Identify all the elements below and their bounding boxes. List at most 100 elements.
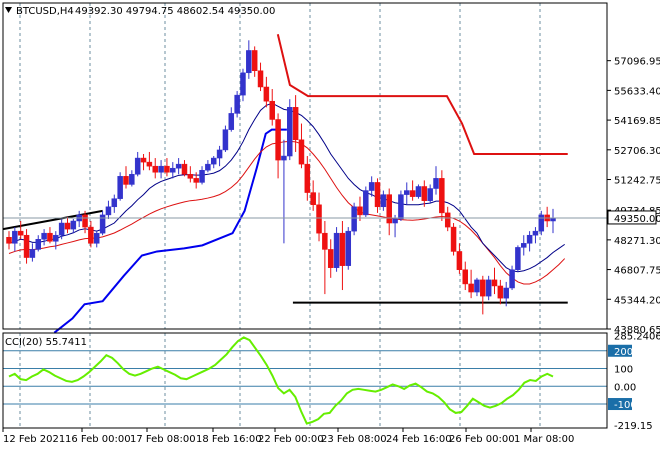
candle-body bbox=[246, 50, 252, 74]
candle-body bbox=[339, 232, 346, 266]
candle-body bbox=[351, 206, 357, 232]
candle-body bbox=[41, 232, 47, 240]
time-tick-label: 18 Feb 16:00 bbox=[196, 434, 262, 445]
price-tick-label: 51242.75 bbox=[614, 176, 660, 187]
candle-body bbox=[368, 182, 375, 191]
candle-body bbox=[503, 287, 509, 299]
candle-body bbox=[53, 234, 59, 242]
candle-body bbox=[444, 212, 451, 228]
candle-body bbox=[70, 220, 77, 230]
candle-body bbox=[58, 222, 65, 236]
candle-body bbox=[456, 251, 463, 270]
candle-body bbox=[269, 100, 275, 120]
candle-body bbox=[526, 234, 533, 244]
candle-body bbox=[409, 190, 416, 197]
blue-indicator-line bbox=[53, 128, 287, 334]
price-tick-label: 57096.95 bbox=[614, 57, 660, 68]
fast-ma-line bbox=[8, 102, 565, 273]
candle-body bbox=[292, 107, 299, 141]
candle-body bbox=[240, 72, 246, 96]
cci-title: CCI(20) 55.7411 bbox=[5, 337, 87, 348]
ohlc-readout: 49392.30 49794.75 48602.54 49350.00 bbox=[75, 6, 275, 17]
time-tick-label: 22 Feb 00:00 bbox=[258, 434, 324, 445]
current-price-label: 49350.00 bbox=[614, 214, 660, 225]
candle-body bbox=[47, 232, 53, 242]
candle-body bbox=[205, 163, 211, 171]
resistance-line bbox=[276, 33, 568, 156]
candle-body bbox=[281, 155, 287, 161]
candle-body bbox=[12, 230, 18, 244]
trendline bbox=[2, 209, 103, 231]
candle-body bbox=[93, 232, 100, 244]
cci-tick-label: 285.2406 bbox=[614, 332, 660, 343]
candle-body bbox=[439, 178, 445, 214]
price-tick-label: 48271.30 bbox=[614, 236, 660, 247]
collapse-triangle-icon[interactable] bbox=[5, 7, 12, 13]
candle-body bbox=[263, 86, 270, 102]
candle-body bbox=[199, 169, 205, 183]
cci-panel bbox=[3, 333, 607, 428]
candle-body bbox=[485, 279, 492, 297]
candle-body bbox=[497, 285, 504, 299]
chart-title: BTCUSD,H4 bbox=[16, 6, 74, 17]
candle-body bbox=[532, 230, 539, 236]
price-tick-label: 45344.20 bbox=[614, 295, 660, 306]
candle-body bbox=[6, 236, 12, 244]
cci-tick-label: 200 bbox=[614, 347, 633, 358]
candle-body bbox=[181, 163, 188, 175]
candle-body bbox=[257, 70, 264, 88]
candle-body bbox=[123, 176, 129, 185]
candle-body bbox=[538, 214, 545, 232]
candle-body bbox=[515, 247, 521, 270]
candle-body bbox=[380, 194, 387, 208]
candle-body bbox=[474, 279, 480, 293]
candle-body bbox=[99, 214, 106, 234]
main-plot-frame bbox=[2, 2, 608, 330]
candle-body bbox=[322, 232, 328, 250]
candle-body bbox=[105, 206, 112, 216]
candle-body bbox=[450, 226, 457, 252]
candle-body bbox=[175, 163, 182, 169]
candle-body bbox=[222, 129, 229, 151]
candle-body bbox=[462, 269, 469, 285]
time-tick-label: 23 Feb 08:00 bbox=[321, 434, 387, 445]
candle-body bbox=[146, 161, 153, 167]
candle-body bbox=[304, 163, 311, 193]
candle-body bbox=[158, 165, 164, 173]
cci-tick-label: -100 bbox=[614, 400, 637, 411]
candle-body bbox=[117, 176, 123, 199]
candle-body bbox=[404, 190, 410, 195]
current-price-box bbox=[607, 210, 657, 225]
cci-plot-frame bbox=[2, 332, 608, 429]
candle-body bbox=[357, 206, 363, 216]
time-tick-label: 24 Feb 16:00 bbox=[386, 434, 452, 445]
cci-level-box bbox=[608, 344, 632, 357]
candle-body bbox=[29, 249, 36, 258]
time-tick-label: 1 Mar 08:00 bbox=[514, 434, 574, 445]
candle-body bbox=[415, 186, 422, 197]
candle-body bbox=[152, 165, 158, 173]
cci-tick-label: 100 bbox=[614, 365, 633, 376]
price-tick-label: 46807.75 bbox=[614, 266, 660, 277]
candle-body bbox=[134, 157, 141, 175]
candle-body bbox=[216, 149, 223, 159]
candle-body bbox=[35, 239, 41, 250]
candle-body bbox=[398, 194, 404, 220]
candle-body bbox=[327, 249, 334, 268]
candle-body bbox=[140, 157, 147, 163]
candle-body bbox=[210, 157, 217, 165]
time-tick-label: 12 Feb 2021 bbox=[3, 434, 65, 445]
cci-tick-label: 0.00 bbox=[614, 382, 636, 393]
candle-body bbox=[82, 214, 88, 228]
candle-body bbox=[374, 182, 381, 208]
candle-body bbox=[468, 283, 474, 293]
price-tick-label: 55633.40 bbox=[614, 86, 660, 97]
cci-tick-label: -219.15 bbox=[614, 421, 653, 432]
candle-body bbox=[521, 243, 527, 248]
time-tick-label: 26 Feb 00:00 bbox=[449, 434, 515, 445]
candle-body bbox=[164, 165, 170, 173]
candle-body bbox=[316, 204, 322, 234]
price-tick-label: 43880.65 bbox=[614, 325, 660, 336]
candle-body bbox=[170, 167, 176, 173]
